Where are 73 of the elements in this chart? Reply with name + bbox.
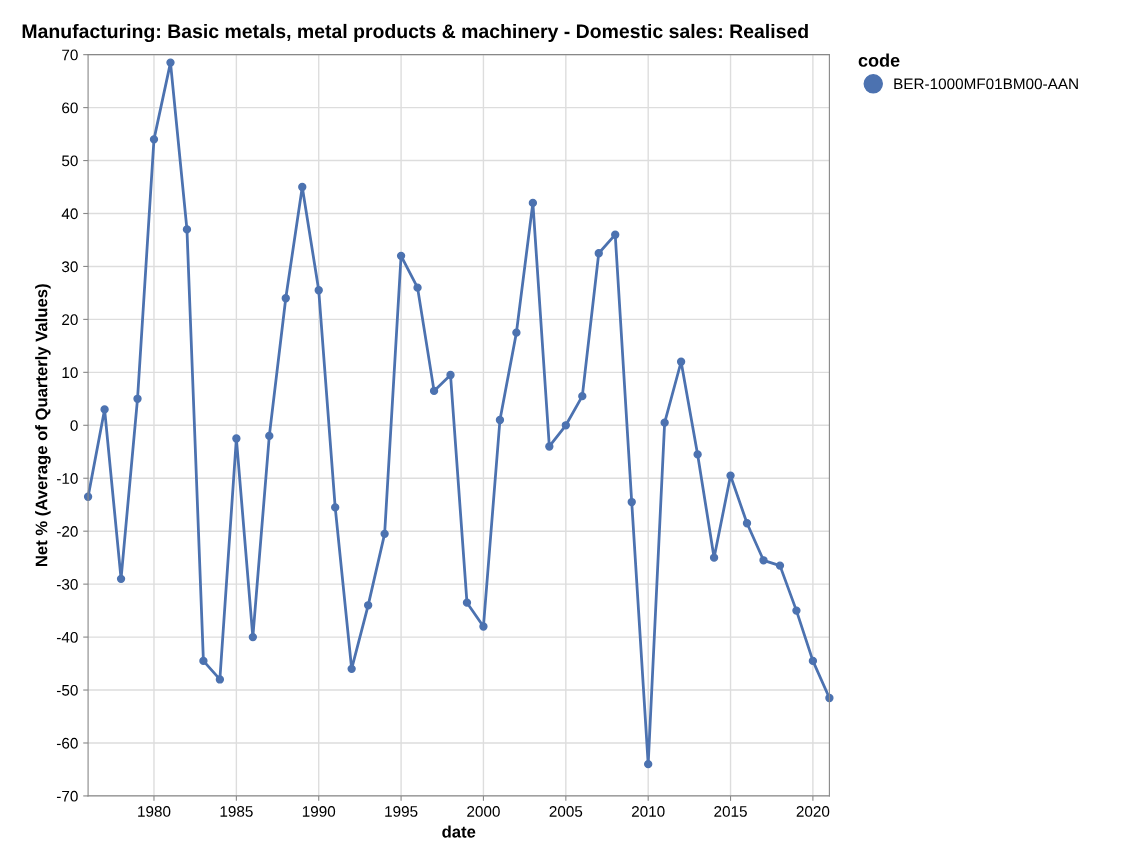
point — [248, 632, 258, 642]
y-tick-label: -10 — [56, 473, 78, 484]
point — [709, 553, 719, 562]
y-tick-label: 0 — [70, 420, 78, 431]
x-tick-label: 2005 — [549, 806, 583, 817]
point — [528, 198, 538, 208]
chart-title: Manufacturing: Basic metals, metal products & machinery - Domestic sales: Realised — [22, 23, 808, 43]
y-tick-label: -60 — [56, 737, 78, 749]
point — [331, 503, 340, 512]
x-tick-label: 1980 — [138, 806, 171, 817]
point — [429, 386, 439, 396]
y-tick-label: 60 — [62, 102, 78, 114]
x-tick-label: 2020 — [796, 806, 830, 817]
point — [199, 656, 208, 666]
point — [462, 598, 472, 607]
y-tick-label: -20 — [56, 526, 78, 537]
x-tick-label: 2010 — [631, 806, 665, 817]
point — [298, 182, 307, 192]
point — [545, 442, 554, 451]
point — [446, 370, 455, 380]
point — [561, 421, 571, 430]
y-tick-label: 10 — [62, 367, 78, 379]
point — [265, 431, 274, 441]
point — [182, 225, 192, 234]
x-axis-title: date — [442, 825, 476, 838]
point — [644, 759, 653, 769]
x-tick-label: 2000 — [467, 806, 500, 817]
y-tick-label: 40 — [61, 208, 78, 220]
point — [413, 283, 422, 292]
point — [726, 471, 735, 480]
y-tick-label: 30 — [61, 261, 78, 273]
x-tick-label: 2015 — [714, 806, 747, 817]
y-tick-label: 50 — [61, 155, 78, 167]
point — [166, 58, 175, 67]
y-tick-label: -40 — [56, 631, 78, 643]
point — [347, 664, 356, 674]
point — [660, 418, 669, 427]
point — [742, 519, 752, 528]
point — [380, 529, 389, 539]
point — [116, 574, 126, 584]
y-tick-label: -70 — [56, 790, 78, 802]
x-tick-label: 1985 — [220, 806, 253, 817]
point — [578, 392, 587, 401]
point — [215, 675, 225, 684]
x-tick-label: 1990 — [302, 806, 336, 817]
y-tick-label: 20 — [62, 314, 78, 326]
point — [759, 556, 768, 565]
point — [479, 622, 488, 631]
legend-label: BER-1000MF01BM00-AAN — [894, 78, 1078, 90]
y-tick-label: 70 — [62, 49, 78, 61]
point — [396, 251, 406, 261]
point — [611, 230, 620, 239]
point — [281, 294, 290, 303]
point — [775, 561, 785, 570]
x-tick-label: 1995 — [385, 806, 418, 817]
point — [495, 415, 505, 425]
y-tick-label: -30 — [56, 579, 78, 590]
legend-title: code — [858, 53, 900, 67]
point — [363, 601, 373, 610]
point — [676, 357, 686, 366]
point — [627, 497, 636, 507]
point — [512, 328, 521, 337]
point — [693, 450, 702, 459]
point — [232, 434, 241, 443]
point — [149, 135, 159, 144]
point — [314, 286, 323, 295]
point — [133, 394, 142, 403]
point — [100, 405, 109, 414]
y-axis-title: Net % (Average of Quarterly Values) — [35, 284, 51, 567]
point — [792, 606, 801, 615]
y-tick-label: -50 — [56, 684, 78, 696]
point — [594, 249, 603, 258]
point — [808, 656, 818, 666]
